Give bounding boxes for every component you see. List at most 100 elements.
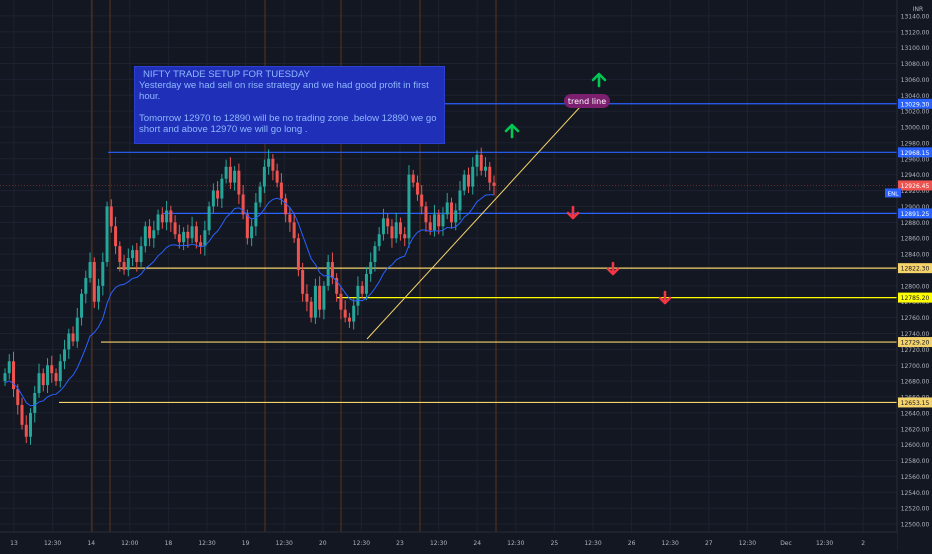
time-tick-label: 12:30: [276, 540, 293, 547]
candle-body: [279, 182, 283, 199]
time-tick-label: Dec: [780, 540, 792, 547]
trend-line[interactable]: [366, 106, 581, 340]
time-tick-label: 12:30: [816, 540, 833, 547]
candle-body: [3, 373, 7, 382]
candle-body: [407, 174, 411, 239]
candle-body: [228, 166, 232, 183]
candle-body: [445, 202, 449, 215]
last-price-badge: [898, 180, 932, 191]
price-tick-label: 12580.00: [901, 458, 930, 465]
price-tick-label: 12780.00: [901, 299, 930, 306]
candle-body: [101, 262, 105, 286]
candle-body: [233, 170, 237, 183]
candle-body: [352, 305, 356, 322]
candle-body: [309, 301, 313, 318]
down-arrow-icon: [606, 261, 620, 276]
candle-body: [364, 273, 368, 294]
candle-body: [50, 365, 54, 374]
time-tick-label: 25: [551, 540, 559, 547]
price-tick-label: 12520.00: [901, 506, 930, 513]
level-badge: [898, 397, 932, 408]
candle-body: [296, 238, 300, 270]
time-tick-label: 2: [861, 540, 865, 547]
candle-body: [199, 242, 203, 247]
time-tick-label: 13: [10, 540, 18, 547]
candle-body: [16, 389, 20, 405]
time-tick-label: 12:00: [121, 540, 138, 547]
candle-body: [143, 226, 147, 247]
candle-body: [211, 190, 215, 207]
candle-body: [441, 214, 445, 227]
candle-body: [475, 154, 479, 167]
candle-body: [386, 218, 390, 227]
candle-body: [160, 214, 164, 223]
level-badge: [898, 337, 932, 348]
level-badge-text: 13029.30: [901, 101, 930, 108]
note-title: NIFTY TRADE SETUP FOR TUESDAY: [143, 69, 311, 80]
candle-body: [165, 210, 169, 223]
price-tick-label: 13040.00: [901, 93, 930, 100]
candle-body: [288, 214, 292, 223]
time-tick-label: 12:30: [44, 540, 61, 547]
price-tick-label: 12640.00: [901, 410, 930, 417]
time-tick-label: 24: [473, 540, 481, 547]
candle-body: [381, 218, 385, 235]
candle-body: [322, 285, 326, 310]
candle-body: [7, 361, 11, 374]
candle-body: [356, 285, 360, 306]
level-badge-text: 12968.15: [901, 150, 930, 157]
time-tick-label: 12:30: [353, 540, 370, 547]
price-tick-label: 12560.00: [901, 474, 930, 481]
price-tick-label: 12940.00: [901, 172, 930, 179]
note-line-tomorrow: Tomorrow 12970 to 12890 will be no tradi…: [139, 113, 437, 135]
price-tick-label: 12500.00: [901, 522, 930, 529]
price-tick-label: 12960.00: [901, 156, 930, 163]
candle-body: [335, 277, 339, 294]
candle-body: [377, 234, 381, 247]
level-badge-text: 12891.25: [901, 211, 930, 218]
candle-body: [220, 178, 224, 199]
price-tick-label: 13120.00: [901, 29, 930, 36]
candle-body: [58, 361, 62, 382]
time-tick-label: 12:30: [507, 540, 524, 547]
candle-body: [466, 174, 470, 187]
candle-body: [80, 293, 84, 318]
candle-body: [139, 246, 143, 263]
candle-body: [318, 285, 322, 310]
time-tick-label: 26: [628, 540, 636, 547]
candle-body: [92, 262, 96, 302]
candle-body: [369, 262, 373, 274]
time-tick-label: 12:30: [430, 540, 447, 547]
candle-body: [398, 222, 402, 235]
candle-body: [343, 309, 347, 318]
level-badge-text: 12822.30: [901, 266, 930, 273]
candle-body: [24, 424, 28, 437]
candle-body: [267, 158, 271, 167]
time-tick-label: 20: [319, 540, 327, 547]
candle-body: [258, 186, 262, 203]
candle-body: [109, 206, 113, 227]
candle-body: [411, 174, 415, 183]
candle-body: [462, 174, 466, 191]
price-tick-label: 12620.00: [901, 426, 930, 433]
price-tick-label: 12920.00: [901, 188, 930, 195]
trade-setup-note[interactable]: NIFTY TRADE SETUP FOR TUESDAY Yesterday …: [134, 66, 445, 144]
price-tick-label: 12760.00: [901, 315, 930, 322]
price-tick-label: 13060.00: [901, 77, 930, 84]
price-tick-label: 12540.00: [901, 490, 930, 497]
candle-body: [54, 373, 58, 382]
price-tick-label: 12860.00: [901, 236, 930, 243]
candle-body: [454, 210, 458, 223]
level-badge: [898, 147, 932, 158]
candle-body: [424, 206, 428, 223]
price-tick-label: 12720.00: [901, 347, 930, 354]
candle-body: [330, 262, 334, 278]
trend-line-label[interactable]: trend line: [564, 94, 610, 108]
candle-body: [339, 293, 343, 310]
time-tick-label: 12:30: [739, 540, 756, 547]
candle-body: [245, 214, 249, 239]
candle-body: [492, 182, 496, 186]
candle-body: [326, 262, 330, 286]
candle-body: [194, 226, 198, 243]
